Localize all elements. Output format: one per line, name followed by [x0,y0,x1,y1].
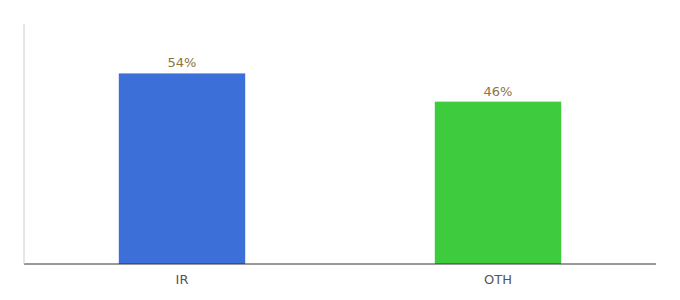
chart-svg: 54% 46% IR OTH [0,0,680,300]
x-tick-label: IR [176,272,189,287]
bar [435,102,561,264]
x-axis-line [24,264,656,265]
y-axis-line [24,24,25,264]
data-label: 54% [168,55,197,70]
data-label: 46% [484,84,513,99]
chart-container: 54% 46% IR OTH [0,0,680,300]
x-tick-label: OTH [484,272,512,287]
bar [119,73,245,264]
bars [119,73,561,264]
